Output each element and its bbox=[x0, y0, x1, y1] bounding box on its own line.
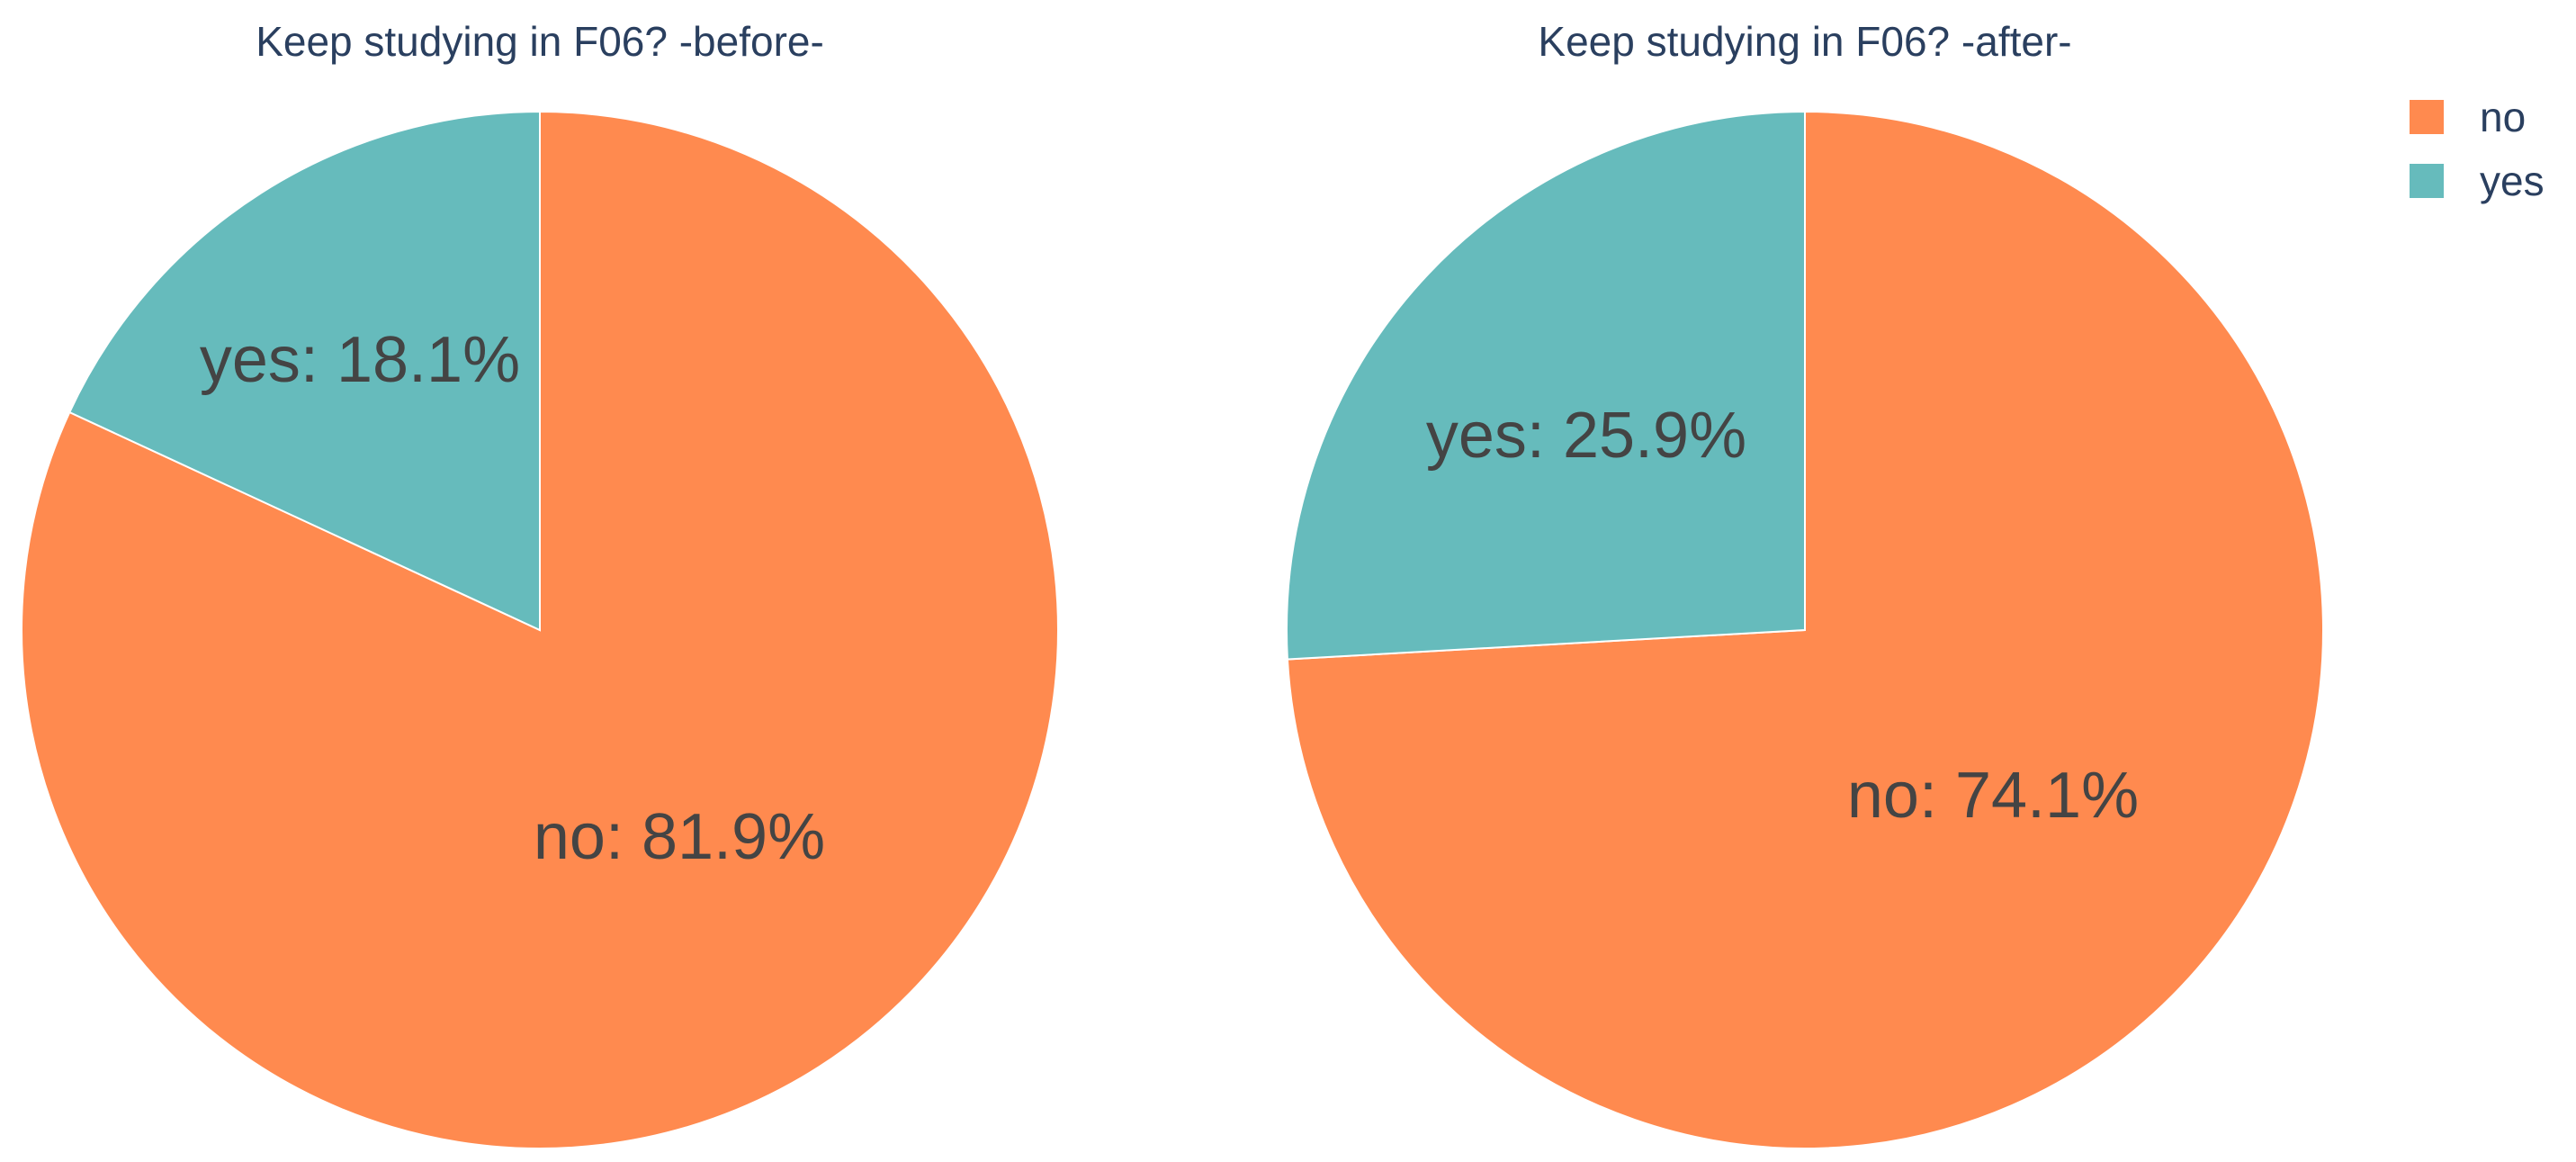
pie-slice-yes-before[interactable] bbox=[67, 110, 541, 632]
pie-slices-after bbox=[1286, 110, 2324, 1149]
pie-labels-before: no: 81.9% yes: 18.1% bbox=[200, 324, 825, 873]
slice-label-no-before: no: 81.9% bbox=[534, 801, 825, 873]
legend-label-yes: yes bbox=[2480, 158, 2545, 204]
chart-title-after: Keep studying in F06? -after- bbox=[1538, 18, 2071, 65]
pie-slices-before bbox=[21, 110, 1059, 1149]
pie-slice-yes-after[interactable] bbox=[1286, 110, 1806, 661]
pie-chart-before: Keep studying in F06? -before- no: 81.9%… bbox=[21, 18, 1059, 1149]
legend-label-no: no bbox=[2480, 94, 2526, 140]
pie-labels-after: no: 74.1% yes: 25.9% bbox=[1426, 400, 2139, 832]
legend-item-no[interactable]: no bbox=[2410, 94, 2526, 140]
slice-label-yes-before: yes: 18.1% bbox=[200, 324, 520, 396]
slice-label-no-after: no: 74.1% bbox=[1847, 760, 2139, 832]
chart-title-before: Keep studying in F06? -before- bbox=[256, 18, 824, 65]
legend-swatch-yes bbox=[2410, 164, 2444, 198]
pie-chart-after: Keep studying in F06? -after- no: 74.1% … bbox=[1286, 18, 2324, 1149]
chart-legend: no yes bbox=[2410, 94, 2545, 204]
legend-swatch-no bbox=[2410, 100, 2444, 134]
legend-item-yes[interactable]: yes bbox=[2410, 158, 2545, 204]
slice-label-yes-after: yes: 25.9% bbox=[1426, 400, 1746, 472]
